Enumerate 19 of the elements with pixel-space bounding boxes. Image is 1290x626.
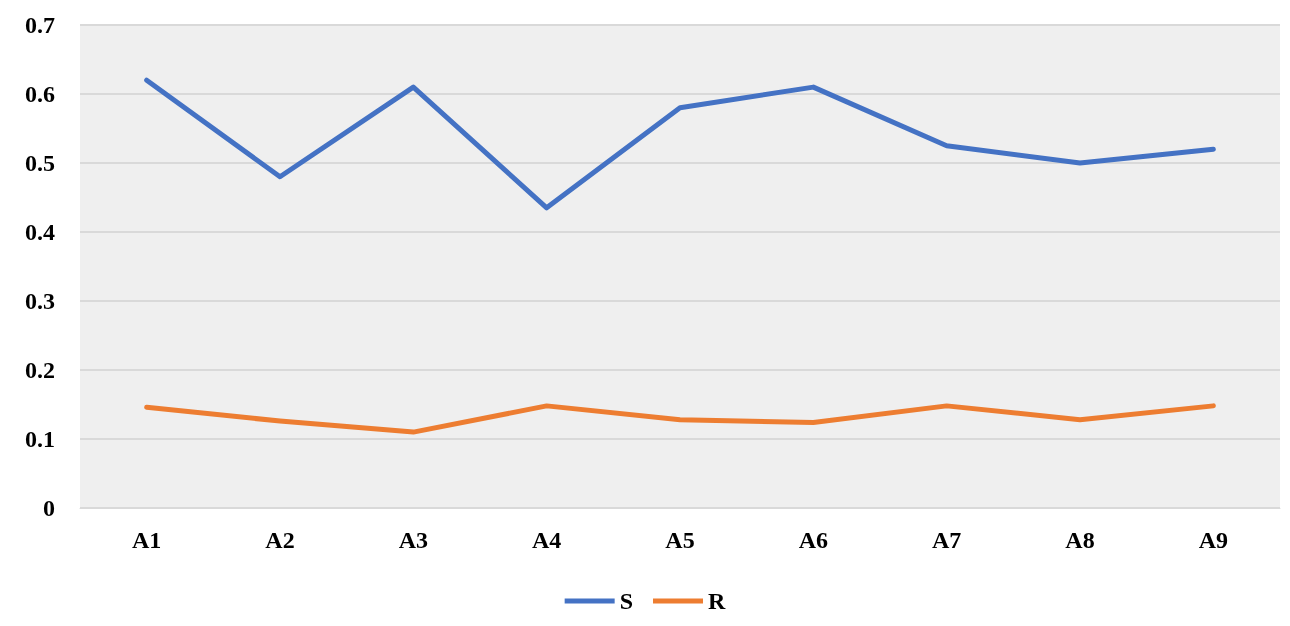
x-tick-label: A4 xyxy=(531,527,562,553)
legend-label: S xyxy=(619,588,634,614)
y-tick-label: 0 xyxy=(43,495,55,521)
x-tick-label: A5 xyxy=(665,527,695,553)
y-tick-label: 0.7 xyxy=(25,12,55,38)
x-tick-label: A2 xyxy=(265,527,295,553)
x-tick-label: A7 xyxy=(931,527,962,553)
x-tick-label: A6 xyxy=(798,527,829,553)
legend-label: R xyxy=(708,588,727,614)
x-tick-label: A9 xyxy=(1198,527,1229,553)
y-tick-label: 0.6 xyxy=(25,81,55,107)
y-tick-label: 0.5 xyxy=(25,150,55,176)
y-tick-label: 0.2 xyxy=(25,357,55,383)
y-tick-label: 0.1 xyxy=(25,426,55,452)
y-tick-label: 0.4 xyxy=(25,219,55,245)
x-tick-label: A3 xyxy=(398,527,429,553)
y-tick-label: 0.3 xyxy=(25,288,55,314)
x-tick-label: A8 xyxy=(1065,527,1095,553)
x-tick-label: A1 xyxy=(131,527,162,553)
